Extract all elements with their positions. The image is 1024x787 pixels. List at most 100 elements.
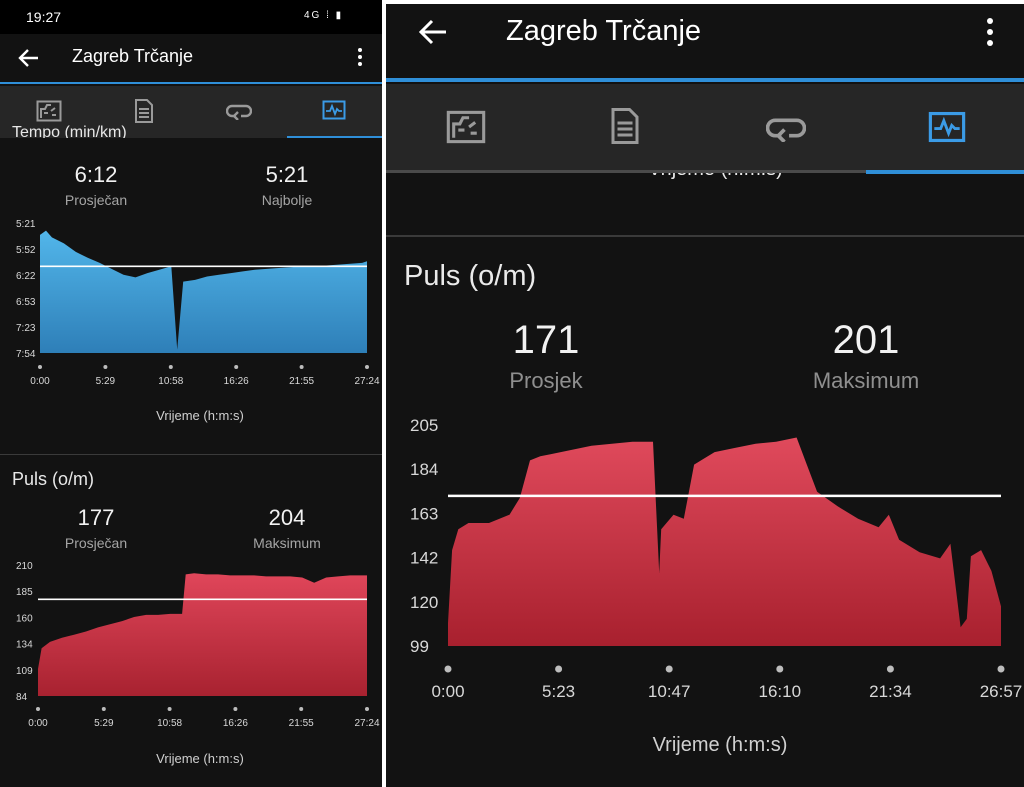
series-area [38,573,367,696]
y-tick-label: 7:23 [16,323,36,334]
appbar-accent-line [386,78,1024,82]
x-tick-dot [776,665,784,673]
series-area [40,230,367,353]
x-tick-label: 27:24 [354,718,379,729]
x-tick-dot [365,365,369,369]
hr-max-label: Maksimum [253,535,321,551]
y-tick-label: 205 [410,416,438,435]
right-screenshot: Zagreb Trčanje Vrijeme (h:m:s) Puls (o/m… [386,4,1024,787]
y-tick-label: 142 [410,549,438,568]
y-tick-label: 5:21 [16,219,36,230]
back-arrow-icon[interactable] [418,18,448,46]
y-tick-label: 185 [16,587,33,598]
app-title: Zagreb Trčanje [72,46,194,66]
y-tick-label: 6:53 [16,297,36,308]
active-tab-indicator [287,136,382,139]
y-tick-label: 99 [410,637,429,656]
x-tick-dot [299,707,304,711]
route-summary-icon[interactable] [446,110,486,144]
y-tick-label: 184 [410,460,438,479]
y-tick-label: 109 [16,666,33,677]
x-tick-label: 27:24 [354,376,379,387]
y-tick-label: 5:52 [16,245,36,256]
x-tick-dot [168,365,173,369]
x-tick-label: 10:47 [648,682,691,701]
route-summary-icon[interactable] [36,100,62,122]
laps-loop-icon[interactable] [226,102,252,120]
y-tick-label: 134 [16,640,33,651]
x-tick-dot [103,365,108,369]
x-tick-label: 0:00 [431,682,464,701]
x-tick-dot [665,665,673,673]
pace-title-partial: Tempo (min/km) [12,124,127,141]
hr-avg-label: Prosječan [64,535,128,551]
x-tick-dot [299,365,304,369]
x-tick-label: 0:00 [30,376,50,387]
y-tick-label: 163 [410,504,438,523]
section-divider [386,235,1024,237]
x-tick-dot [444,665,452,673]
y-tick-label: 160 [16,613,33,624]
y-tick-label: 120 [410,593,438,612]
laps-loop-icon[interactable] [766,114,806,142]
status-bar: 19:27 4G ⁞ ▮ [0,0,382,34]
hr-avg-value: 177 [77,505,115,530]
pace-chart: 5:21 5:52 6:22 6:53 7:23 7:54 0:00 5:29 10:58 16:… [16,219,380,387]
x-tick-label: 21:34 [869,682,912,701]
back-arrow-icon[interactable] [18,48,40,68]
left-screenshot: 19:27 4G ⁞ ▮ Zagreb Trčanje [0,0,382,787]
hr-max-value: 204 [268,505,306,530]
hr-avg-label: Prosjek [509,368,583,393]
x-tick-dot [36,707,40,711]
hr-x-axis-label: Vrijeme (h:m:s) [652,734,788,756]
tab-bar [0,86,382,139]
x-tick-label: 0:00 [28,718,48,729]
x-tick-label: 5:29 [96,376,116,387]
pace-best-label: Najbolje [261,192,313,208]
x-tick-dot [886,665,894,673]
y-tick-label: 84 [16,692,28,703]
app-bar: Zagreb Trčanje [386,4,1024,78]
details-list-icon[interactable] [134,98,154,124]
hr-x-axis-label: Vrijeme (h:m:s) [156,751,244,766]
section-divider [0,454,382,455]
x-tick-label: 10:58 [157,718,182,729]
chart-pulse-icon[interactable] [928,111,966,143]
hr-chart: 205 184 163 142 120 99 0:00 5:23 10:47 16:10 21:34… [410,416,1023,701]
x-tick-label: 21:55 [289,718,314,729]
x-tick-dot [101,707,106,711]
x-tick-label: 16:26 [224,376,249,387]
chart-pulse-icon[interactable] [322,100,346,120]
x-tick-dot [234,365,239,369]
x-tick-label: 16:26 [223,718,248,729]
x-tick-label: 5:29 [94,718,114,729]
x-tick-label: 26:57 [980,682,1023,701]
x-tick-dot [38,365,42,369]
x-tick-label: 5:23 [542,682,575,701]
overflow-menu-icon[interactable] [352,46,368,70]
tab-bar [386,84,1024,170]
tab-track [386,170,866,173]
pace-x-axis-label: Vrijeme (h:m:s) [156,408,244,423]
appbar-accent-line [0,82,382,84]
x-tick-label: 10:58 [158,376,183,387]
overflow-menu-icon[interactable] [982,18,998,48]
active-tab-indicator [866,170,1024,174]
status-icons: 4G ⁞ ▮ [304,10,344,21]
pace-avg-value: 6:12 [74,162,118,187]
hr-chart: 210 185 160 134 109 84 0:00 5:29 10:58 16:26 21:55… [16,561,380,729]
details-list-icon[interactable] [610,106,640,146]
series-area [448,437,1001,646]
x-tick-dot [365,707,369,711]
app-title: Zagreb Trčanje [506,15,702,47]
y-tick-label: 7:54 [16,349,36,360]
x-tick-dot [555,665,563,673]
status-time: 19:27 [26,9,62,25]
hr-title: Puls (o/m) [404,260,537,292]
hr-avg-value: 171 [512,318,580,362]
pace-avg-label: Prosječan [64,192,128,208]
pace-best-value: 5:21 [265,162,309,187]
x-tick-dot [997,665,1005,673]
hr-max-label: Maksimum [812,368,920,393]
x-tick-label: 16:10 [759,682,802,701]
